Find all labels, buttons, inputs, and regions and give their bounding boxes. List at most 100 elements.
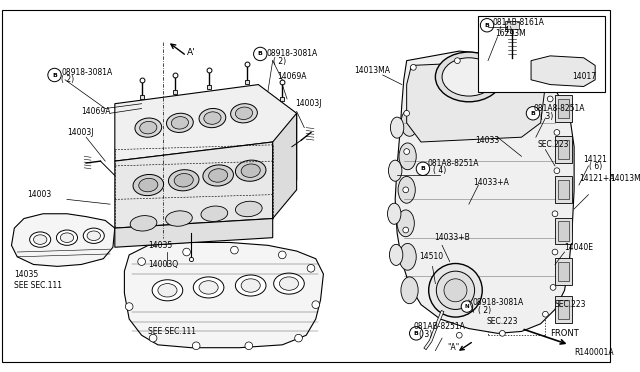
Text: B: B <box>420 166 426 171</box>
Ellipse shape <box>168 170 199 191</box>
Text: 16293M: 16293M <box>495 29 527 38</box>
Ellipse shape <box>56 230 77 245</box>
Circle shape <box>149 334 157 342</box>
Ellipse shape <box>174 173 193 187</box>
Polygon shape <box>12 214 115 266</box>
Ellipse shape <box>390 244 403 265</box>
Text: ( 4): ( 4) <box>499 26 512 35</box>
Text: 14121: 14121 <box>584 155 607 164</box>
Text: 08918-3081A: 08918-3081A <box>473 298 524 307</box>
Text: 081AB-8251A: 081AB-8251A <box>413 322 465 331</box>
Bar <box>558 221 570 241</box>
Ellipse shape <box>60 233 74 243</box>
Ellipse shape <box>398 176 415 203</box>
Ellipse shape <box>401 277 418 304</box>
Ellipse shape <box>158 283 177 297</box>
Circle shape <box>554 168 560 174</box>
Text: 14033+A: 14033+A <box>474 178 509 187</box>
Text: FRONT: FRONT <box>550 329 579 338</box>
Text: 081AB-8161A: 081AB-8161A <box>493 18 545 27</box>
Circle shape <box>183 248 191 256</box>
Ellipse shape <box>390 117 404 138</box>
Bar <box>558 99 570 118</box>
Bar <box>555 258 572 285</box>
Text: B: B <box>531 111 536 116</box>
Text: 081A8-8251A: 081A8-8251A <box>428 158 479 167</box>
Circle shape <box>404 149 410 154</box>
Circle shape <box>404 110 410 116</box>
Bar <box>555 218 572 244</box>
Circle shape <box>531 72 537 78</box>
Circle shape <box>125 303 133 310</box>
Text: 14013M: 14013M <box>611 174 640 183</box>
Circle shape <box>552 211 558 217</box>
Ellipse shape <box>442 58 495 96</box>
Ellipse shape <box>399 243 416 270</box>
Text: 14017: 14017 <box>572 73 596 81</box>
Ellipse shape <box>204 112 221 124</box>
Ellipse shape <box>135 118 162 137</box>
Text: 14069A: 14069A <box>81 107 111 116</box>
Ellipse shape <box>130 216 157 231</box>
Text: 14003Q: 14003Q <box>148 260 179 269</box>
Text: 08918-3081A: 08918-3081A <box>61 68 113 77</box>
Text: SEC.223: SEC.223 <box>486 317 518 326</box>
Circle shape <box>307 264 315 272</box>
Bar <box>555 296 572 323</box>
Ellipse shape <box>397 210 414 237</box>
Bar <box>558 300 570 319</box>
Text: 14013MA: 14013MA <box>354 66 390 75</box>
Text: SEC.223: SEC.223 <box>555 300 586 309</box>
Circle shape <box>410 327 423 340</box>
Text: 14121+A: 14121+A <box>579 174 614 183</box>
Circle shape <box>444 279 467 302</box>
Circle shape <box>436 271 475 310</box>
Text: 14510: 14510 <box>419 252 444 261</box>
Circle shape <box>499 330 505 336</box>
Ellipse shape <box>388 160 402 181</box>
Text: 14035: 14035 <box>148 241 173 250</box>
Ellipse shape <box>388 203 401 224</box>
Ellipse shape <box>193 277 224 298</box>
Circle shape <box>253 47 267 61</box>
Text: B: B <box>258 51 262 57</box>
Ellipse shape <box>199 109 226 128</box>
Circle shape <box>547 96 553 102</box>
Circle shape <box>312 301 319 308</box>
Ellipse shape <box>203 165 234 186</box>
Ellipse shape <box>152 280 183 301</box>
Text: 14069A: 14069A <box>278 73 307 81</box>
Text: 14003J: 14003J <box>294 99 321 108</box>
Circle shape <box>543 311 548 317</box>
Ellipse shape <box>83 228 104 243</box>
Polygon shape <box>115 142 273 228</box>
Ellipse shape <box>274 273 304 294</box>
Polygon shape <box>115 218 273 247</box>
Polygon shape <box>273 113 296 218</box>
Polygon shape <box>406 61 545 142</box>
Circle shape <box>403 187 408 193</box>
Text: 08918-3081A: 08918-3081A <box>266 49 317 58</box>
Ellipse shape <box>241 164 260 177</box>
Ellipse shape <box>280 277 298 290</box>
Circle shape <box>294 334 302 342</box>
Bar <box>555 176 572 203</box>
Ellipse shape <box>172 116 189 129</box>
Ellipse shape <box>33 235 47 244</box>
Bar <box>555 136 572 163</box>
Ellipse shape <box>435 52 502 102</box>
Text: B: B <box>52 73 57 77</box>
Ellipse shape <box>399 143 416 170</box>
Ellipse shape <box>236 201 262 217</box>
Ellipse shape <box>230 104 257 123</box>
Text: ( 6): ( 6) <box>589 162 603 171</box>
Bar <box>555 95 572 122</box>
Circle shape <box>550 285 556 290</box>
Bar <box>558 262 570 281</box>
Bar <box>479 16 605 92</box>
Ellipse shape <box>236 160 266 181</box>
Circle shape <box>193 342 200 350</box>
Text: ( 2): ( 2) <box>61 75 74 84</box>
Text: B: B <box>414 331 419 336</box>
Ellipse shape <box>87 231 100 241</box>
